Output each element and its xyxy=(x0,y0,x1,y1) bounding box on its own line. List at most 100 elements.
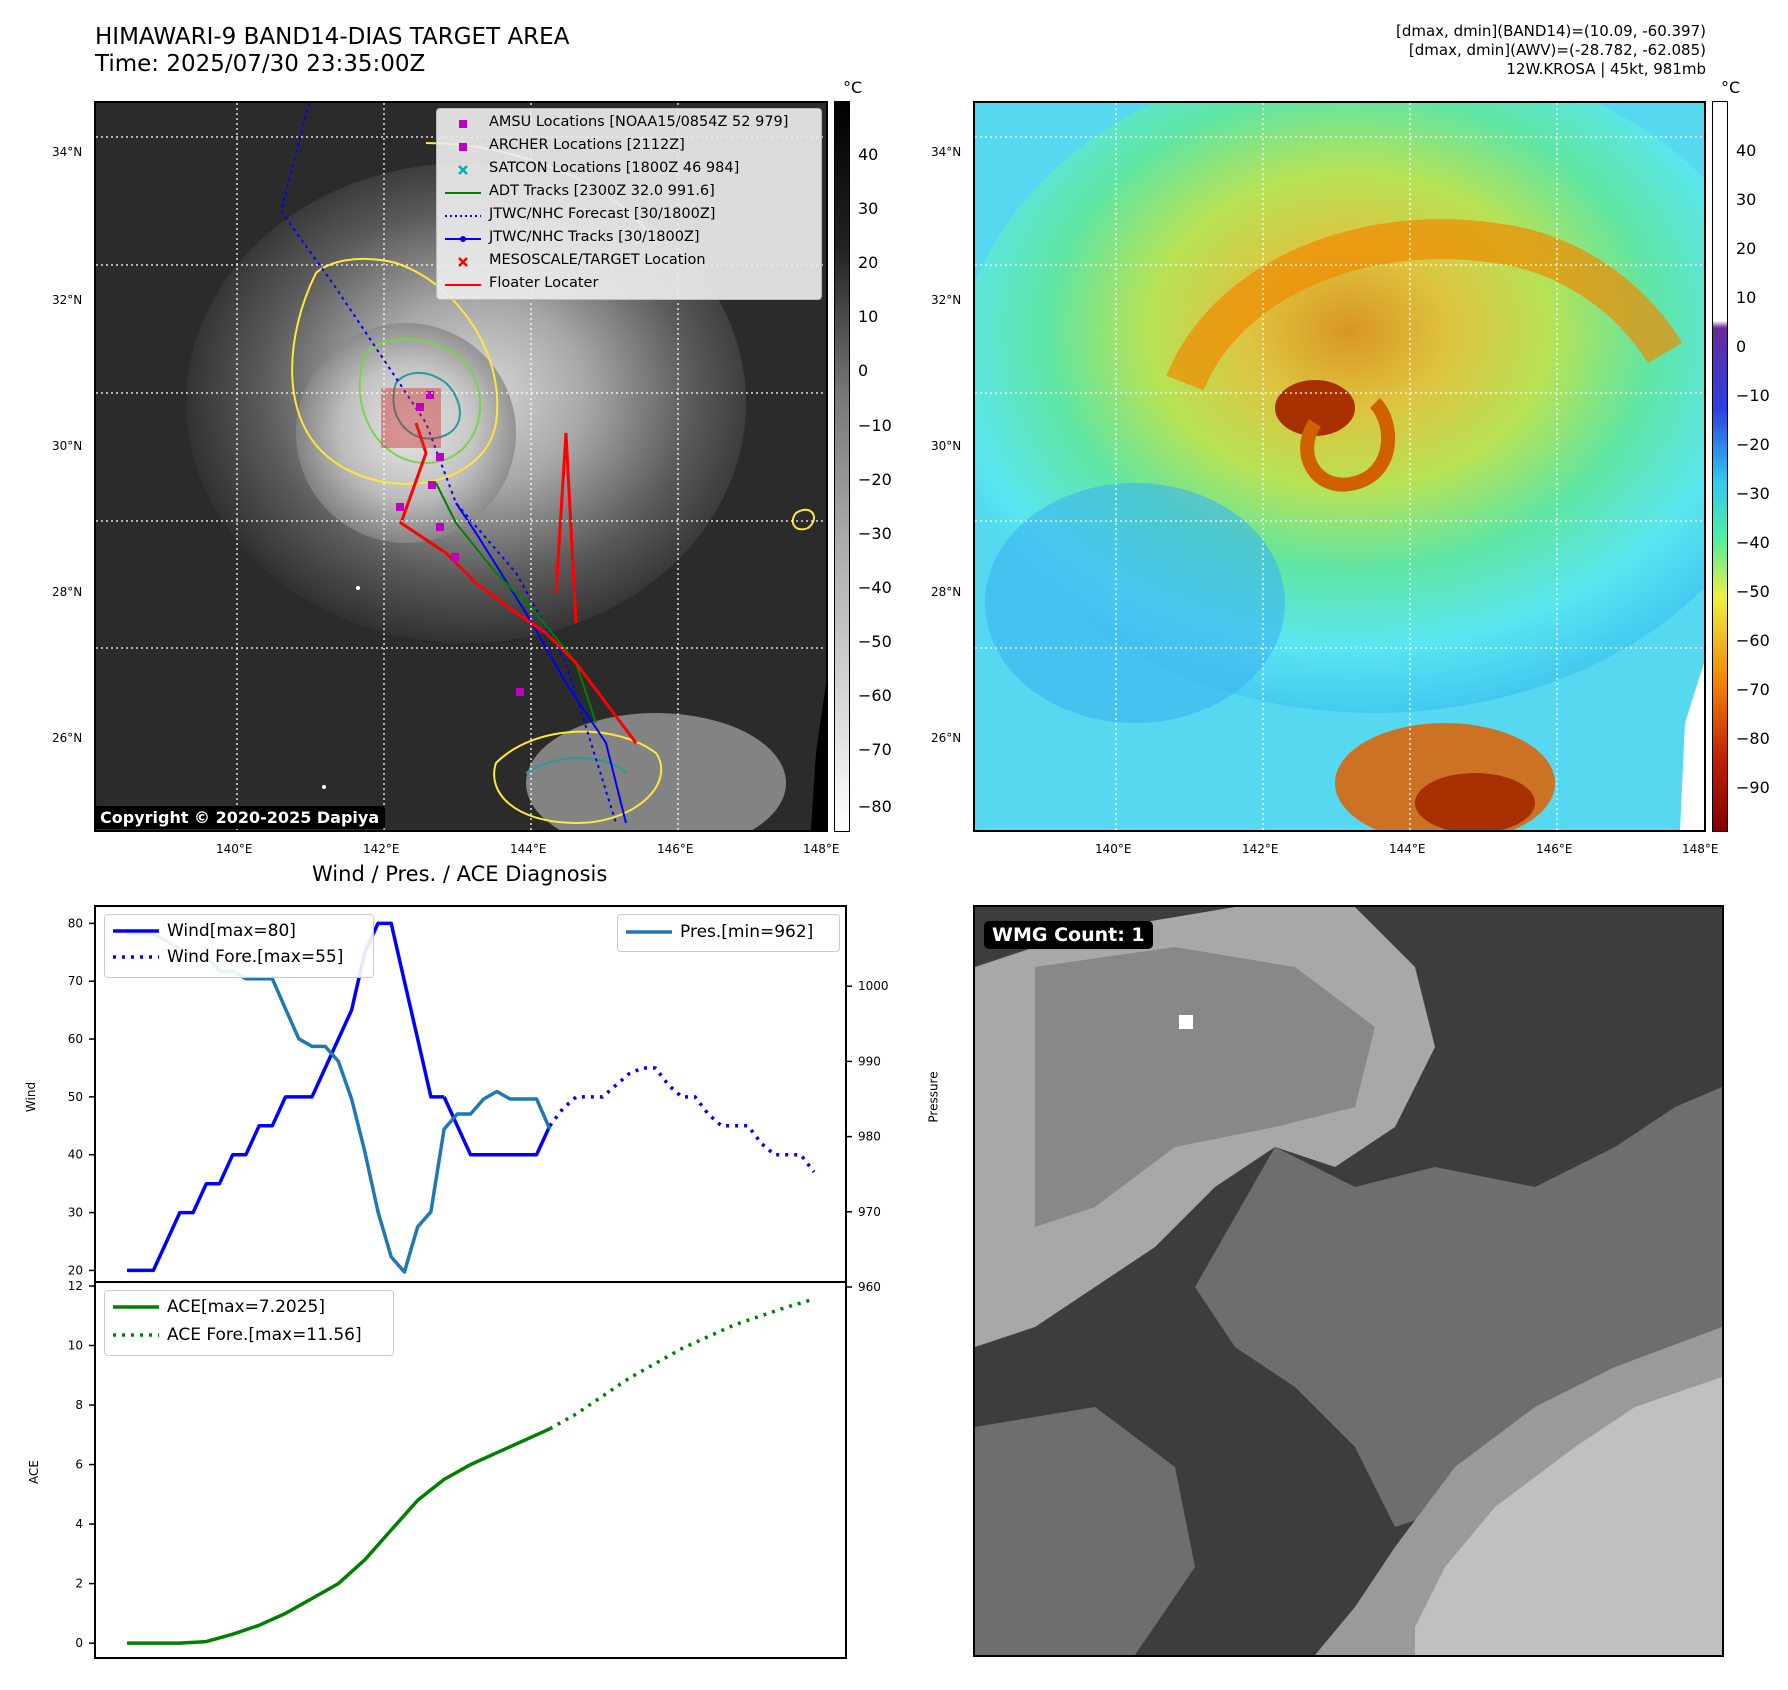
awv-cbar-tick: −60 xyxy=(1736,631,1770,650)
awv-cbar-tick: −10 xyxy=(1736,386,1770,405)
ir-cbar-tick: −80 xyxy=(858,797,892,816)
copyright-label: Copyright © 2020-2025 Dapiya xyxy=(94,806,386,829)
ace-y-label: ACE xyxy=(26,1460,41,1484)
awv-cbar-tick: −70 xyxy=(1736,680,1770,699)
wind-tick-label: 30 xyxy=(68,1206,83,1220)
awv-cbar-tick: 0 xyxy=(1736,337,1747,356)
ace-y-ticks: 12 10 8 6 4 2 0 xyxy=(68,1279,95,1650)
map-land-dots xyxy=(322,586,360,789)
ir-colorbar xyxy=(834,101,850,832)
wind-chart-series-1 xyxy=(442,1096,552,1157)
ir-cbar-tick: 10 xyxy=(858,307,879,326)
ir-cbar-tick: 30 xyxy=(858,199,879,218)
ir-cbar-tick: −50 xyxy=(858,632,892,651)
archer-markers xyxy=(396,391,524,696)
title-line-2: Time: 2025/07/30 23:35:00Z xyxy=(95,51,426,77)
awv-cbar-tick: −50 xyxy=(1736,582,1770,601)
awv-cbar-tick: 40 xyxy=(1736,141,1757,160)
pressure-tick-label: 960 xyxy=(858,1280,881,1294)
ace-axes-frame xyxy=(94,1281,847,1659)
pressure-legend: Pres.[min=962] xyxy=(617,914,840,952)
pressure-tick-label: 970 xyxy=(858,1205,881,1219)
awv-lat-label-30: 30°N xyxy=(931,439,962,453)
ir-cbar-tick: 40 xyxy=(858,145,879,164)
ace-chart-series-1 xyxy=(548,1297,815,1431)
awv-cbar-tick: 10 xyxy=(1736,288,1757,307)
awv-map-image xyxy=(975,103,1704,830)
info-block: [dmax, dmin](BAND14)=(10.09, -60.397) [d… xyxy=(1396,22,1706,79)
lon-label-148: 148°E xyxy=(803,842,840,856)
awv-lon-label-142: 142°E xyxy=(1242,842,1279,856)
awv-cbar-tick: −40 xyxy=(1736,533,1770,552)
legend-wind-forecast: Wind Fore.[max=55] xyxy=(167,947,344,967)
ir-cbar-tick: −60 xyxy=(858,686,892,705)
wmg-max-pixel xyxy=(1179,1015,1193,1029)
ace-tick-label: 0 xyxy=(75,1636,83,1650)
wmg-image xyxy=(975,907,1722,1655)
awv-lat-label-26: 26°N xyxy=(931,731,962,745)
floater-locater xyxy=(399,422,638,744)
wind-legend: Wind[max=80] Wind Fore.[max=55] xyxy=(104,914,374,978)
wind-tick-label: 60 xyxy=(68,1032,83,1046)
lon-label-142: 142°E xyxy=(363,842,400,856)
wmg-count-label: WMG Count: 1 xyxy=(984,921,1153,949)
wind-tick-label: 80 xyxy=(68,916,83,930)
wind-tick-label: 20 xyxy=(68,1263,83,1277)
ace-legend: ACE[max=7.2025] ACE Fore.[max=11.56] xyxy=(104,1290,394,1356)
wind-tick-label: 40 xyxy=(68,1148,83,1162)
pressure-tick-label: 1000 xyxy=(858,979,889,993)
awv-colorbar xyxy=(1712,101,1728,832)
pressure-y-ticks: 1000 990 980 970 960 xyxy=(846,979,889,1294)
wind-y-label: Wind xyxy=(24,1081,39,1113)
awv-cbar-tick: −80 xyxy=(1736,729,1770,748)
awv-lat-label-28: 28°N xyxy=(931,585,962,599)
legend-ace: ACE[max=7.2025] xyxy=(167,1297,325,1317)
lat-label-34: 34°N xyxy=(52,145,83,159)
lon-label-146: 146°E xyxy=(657,842,694,856)
ace-tick-label: 12 xyxy=(68,1279,83,1293)
legend-wind: Wind[max=80] xyxy=(167,921,296,941)
awv-cbar-tick: −30 xyxy=(1736,484,1770,503)
ir-colorbar-unit: °C xyxy=(843,78,863,97)
lat-label-28: 28°N xyxy=(52,585,83,599)
wmg-panel xyxy=(973,905,1724,1657)
ir-cbar-tick: −70 xyxy=(858,740,892,759)
awv-lon-label-140: 140°E xyxy=(1095,842,1132,856)
ace-tick-label: 6 xyxy=(75,1458,83,1472)
awv-cbar-tick: 30 xyxy=(1736,190,1757,209)
info-line-2: [dmax, dmin](AWV)=(-28.782, -62.085) xyxy=(1408,41,1706,59)
info-line-1: [dmax, dmin](BAND14)=(10.09, -60.397) xyxy=(1395,22,1706,40)
info-line-3: 12W.KROSA | 45kt, 981mb xyxy=(1506,60,1706,78)
diagnosis-title: Wind / Pres. / ACE Diagnosis xyxy=(312,862,608,886)
wind-chart-series-0 xyxy=(127,921,445,1273)
awv-map-panel xyxy=(973,101,1706,832)
awv-cbar-tick: −20 xyxy=(1736,435,1770,454)
track-legend: AMSU Locations [NOAA15/0854Z 52 979] ARC… xyxy=(436,108,822,300)
lat-label-30: 30°N xyxy=(52,439,83,453)
wind-tick-label: 70 xyxy=(68,974,83,988)
awv-cbar-tick: 20 xyxy=(1736,239,1757,258)
awv-lon-label-146: 146°E xyxy=(1536,842,1573,856)
ace-tick-label: 2 xyxy=(75,1577,83,1591)
legend-pressure: Pres.[min=962] xyxy=(680,922,814,942)
ace-series-group xyxy=(127,1297,815,1645)
ir-cbar-tick: −30 xyxy=(858,524,892,543)
title-line-1: HIMAWARI-9 BAND14-DIAS TARGET AREA xyxy=(95,24,570,50)
figure-title: HIMAWARI-9 BAND14-DIAS TARGET AREA Time:… xyxy=(95,24,569,78)
wind-y-ticks: 80 70 60 50 40 30 20 xyxy=(68,916,95,1277)
awv-cbar-tick: −90 xyxy=(1736,778,1770,797)
lon-label-144: 144°E xyxy=(510,842,547,856)
awv-lon-label-148: 148°E xyxy=(1682,842,1719,856)
ace-tick-label: 8 xyxy=(75,1398,83,1412)
adt-track xyxy=(435,482,597,724)
ir-cbar-tick: −40 xyxy=(858,578,892,597)
wind-chart-series-3 xyxy=(127,931,552,1274)
ace-tick-label: 10 xyxy=(68,1339,83,1353)
awv-lat-label-32: 32°N xyxy=(931,293,962,307)
ir-cbar-tick: −10 xyxy=(858,416,892,435)
wind-chart-series-2 xyxy=(548,1066,816,1174)
legend-ace-forecast: ACE Fore.[max=11.56] xyxy=(167,1325,362,1345)
awv-lat-label-34: 34°N xyxy=(931,145,962,159)
lon-label-140: 140°E xyxy=(216,842,253,856)
